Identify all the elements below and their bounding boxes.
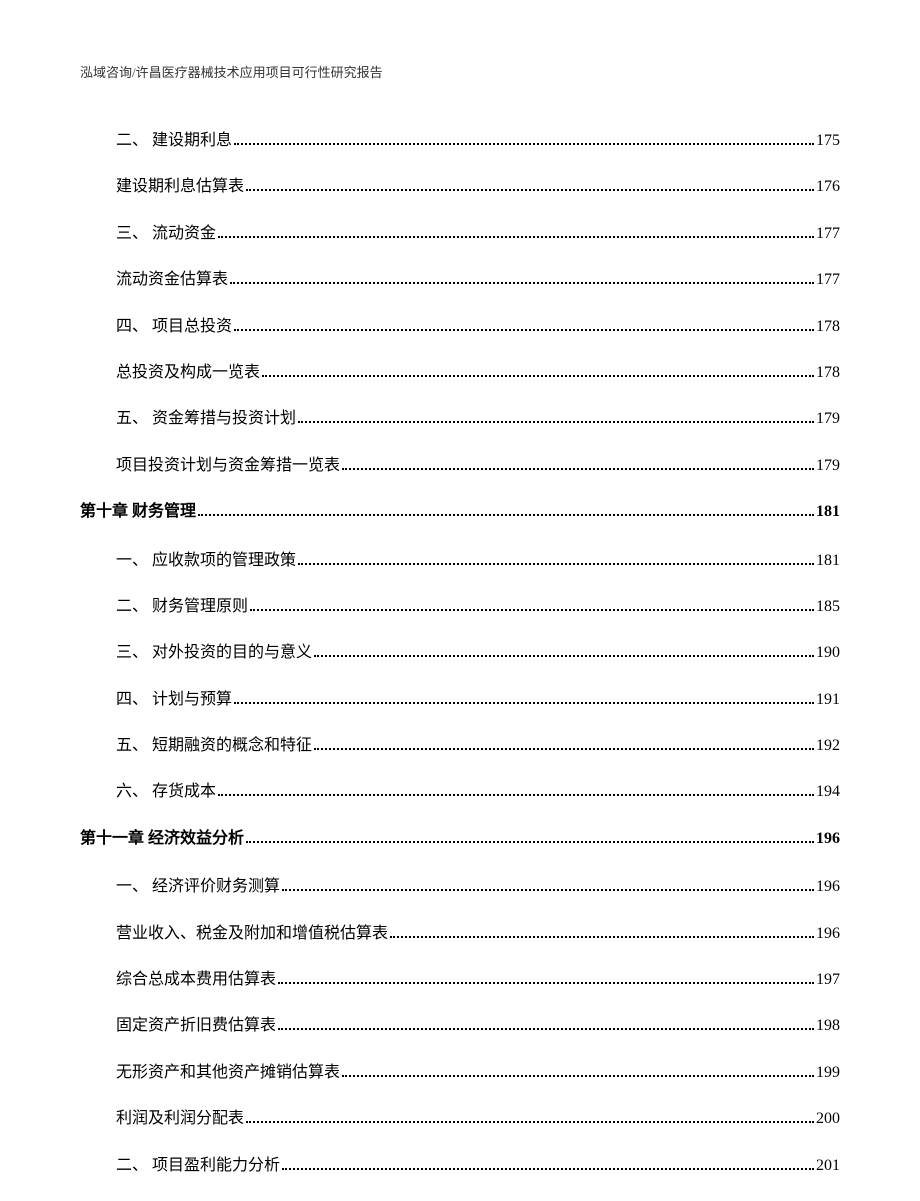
toc-label: 一、 经济评价财务测算 bbox=[116, 876, 280, 898]
toc-leader-dots bbox=[314, 655, 814, 657]
toc-item: 建设期利息估算表 176 bbox=[80, 176, 840, 198]
toc-label: 五、 短期融资的概念和特征 bbox=[116, 735, 312, 757]
toc-item: 四、 计划与预算 191 bbox=[80, 689, 840, 711]
toc-leader-dots bbox=[230, 282, 814, 284]
toc-label: 建设期利息估算表 bbox=[116, 176, 244, 198]
toc-page-number: 198 bbox=[816, 1015, 840, 1037]
toc-item: 总投资及构成一览表 178 bbox=[80, 362, 840, 384]
toc-leader-dots bbox=[250, 609, 814, 611]
toc-page-number: 190 bbox=[816, 642, 840, 664]
toc-leader-dots bbox=[246, 1121, 814, 1123]
toc-item: 一、 经济评价财务测算 196 bbox=[80, 876, 840, 898]
toc-item: 一、 应收款项的管理政策 181 bbox=[80, 550, 840, 572]
toc-item: 流动资金估算表 177 bbox=[80, 269, 840, 291]
toc-item: 四、 项目总投资 178 bbox=[80, 316, 840, 338]
toc-label: 第十一章 经济效益分析 bbox=[80, 828, 244, 850]
toc-page-number: 192 bbox=[816, 735, 840, 757]
toc-page-number: 201 bbox=[816, 1155, 840, 1177]
toc-page-number: 176 bbox=[816, 176, 840, 198]
toc-item: 五、 资金筹措与投资计划 179 bbox=[80, 408, 840, 430]
toc-leader-dots bbox=[234, 329, 814, 331]
toc-leader-dots bbox=[234, 702, 814, 704]
toc-page-number: 196 bbox=[816, 923, 840, 945]
toc-item: 营业收入、税金及附加和增值税估算表 196 bbox=[80, 923, 840, 945]
toc-leader-dots bbox=[246, 841, 814, 843]
toc-page-number: 178 bbox=[816, 362, 840, 384]
toc-page-number: 177 bbox=[816, 269, 840, 291]
toc-leader-dots bbox=[342, 1075, 814, 1077]
toc-leader-dots bbox=[218, 236, 814, 238]
toc-leader-dots bbox=[278, 982, 814, 984]
toc-item: 三、 流动资金 177 bbox=[80, 223, 840, 245]
toc-chapter: 第十章 财务管理 181 bbox=[80, 501, 840, 523]
toc-leader-dots bbox=[218, 794, 814, 796]
toc-page-number: 199 bbox=[816, 1062, 840, 1084]
toc-item: 固定资产折旧费估算表 198 bbox=[80, 1015, 840, 1037]
toc-page-number: 185 bbox=[816, 596, 840, 618]
toc-leader-dots bbox=[298, 421, 814, 423]
toc-item: 项目投资计划与资金筹措一览表 179 bbox=[80, 455, 840, 477]
toc-page-number: 179 bbox=[816, 455, 840, 477]
toc-item: 二、 财务管理原则 185 bbox=[80, 596, 840, 618]
toc-leader-dots bbox=[246, 189, 814, 191]
toc-item: 二、 建设期利息 175 bbox=[80, 130, 840, 152]
toc-chapter: 第十一章 经济效益分析 196 bbox=[80, 828, 840, 850]
toc-leader-dots bbox=[282, 889, 814, 891]
toc-leader-dots bbox=[278, 1028, 814, 1030]
toc-label: 总投资及构成一览表 bbox=[116, 362, 260, 384]
toc-page-number: 200 bbox=[816, 1108, 840, 1130]
toc-page-number: 196 bbox=[816, 876, 840, 898]
toc-leader-dots bbox=[234, 143, 814, 145]
toc-leader-dots bbox=[298, 563, 814, 565]
toc-label: 五、 资金筹措与投资计划 bbox=[116, 408, 296, 430]
toc-label: 二、 项目盈利能力分析 bbox=[116, 1155, 280, 1177]
toc-label: 固定资产折旧费估算表 bbox=[116, 1015, 276, 1037]
document-header: 泓域咨询/许昌医疗器械技术应用项目可行性研究报告 bbox=[80, 62, 383, 81]
toc-label: 无形资产和其他资产摊销估算表 bbox=[116, 1062, 340, 1084]
toc-leader-dots bbox=[342, 468, 814, 470]
toc-leader-dots bbox=[390, 936, 814, 938]
toc-item: 六、 存货成本 194 bbox=[80, 781, 840, 803]
toc-leader-dots bbox=[314, 748, 814, 750]
toc-item: 二、 项目盈利能力分析 201 bbox=[80, 1155, 840, 1177]
toc-label: 营业收入、税金及附加和增值税估算表 bbox=[116, 923, 388, 945]
toc-leader-dots bbox=[198, 514, 814, 516]
toc-item: 利润及利润分配表 200 bbox=[80, 1108, 840, 1130]
toc-label: 第十章 财务管理 bbox=[80, 501, 196, 523]
toc-label: 二、 财务管理原则 bbox=[116, 596, 248, 618]
toc-label: 四、 项目总投资 bbox=[116, 316, 232, 338]
toc-page-number: 191 bbox=[816, 689, 840, 711]
toc-label: 流动资金估算表 bbox=[116, 269, 228, 291]
toc-page-number: 196 bbox=[816, 828, 840, 850]
toc-page-number: 181 bbox=[816, 501, 840, 523]
toc-leader-dots bbox=[262, 375, 814, 377]
toc-label: 三、 流动资金 bbox=[116, 223, 216, 245]
toc-page-number: 175 bbox=[816, 130, 840, 152]
table-of-contents: 二、 建设期利息 175 建设期利息估算表 176 三、 流动资金 177 流动资金估算表 1… bbox=[80, 130, 840, 1201]
toc-page-number: 179 bbox=[816, 408, 840, 430]
toc-page-number: 178 bbox=[816, 316, 840, 338]
toc-label: 四、 计划与预算 bbox=[116, 689, 232, 711]
toc-label: 利润及利润分配表 bbox=[116, 1108, 244, 1130]
toc-item: 三、 对外投资的目的与意义 190 bbox=[80, 642, 840, 664]
toc-page-number: 194 bbox=[816, 781, 840, 803]
toc-page-number: 177 bbox=[816, 223, 840, 245]
toc-page-number: 197 bbox=[816, 969, 840, 991]
toc-item: 无形资产和其他资产摊销估算表 199 bbox=[80, 1062, 840, 1084]
toc-label: 一、 应收款项的管理政策 bbox=[116, 550, 296, 572]
toc-label: 二、 建设期利息 bbox=[116, 130, 232, 152]
toc-label: 综合总成本费用估算表 bbox=[116, 969, 276, 991]
toc-page-number: 181 bbox=[816, 550, 840, 572]
toc-label: 项目投资计划与资金筹措一览表 bbox=[116, 455, 340, 477]
toc-item: 五、 短期融资的概念和特征 192 bbox=[80, 735, 840, 757]
toc-label: 三、 对外投资的目的与意义 bbox=[116, 642, 312, 664]
toc-leader-dots bbox=[282, 1168, 814, 1170]
toc-label: 六、 存货成本 bbox=[116, 781, 216, 803]
toc-item: 综合总成本费用估算表 197 bbox=[80, 969, 840, 991]
